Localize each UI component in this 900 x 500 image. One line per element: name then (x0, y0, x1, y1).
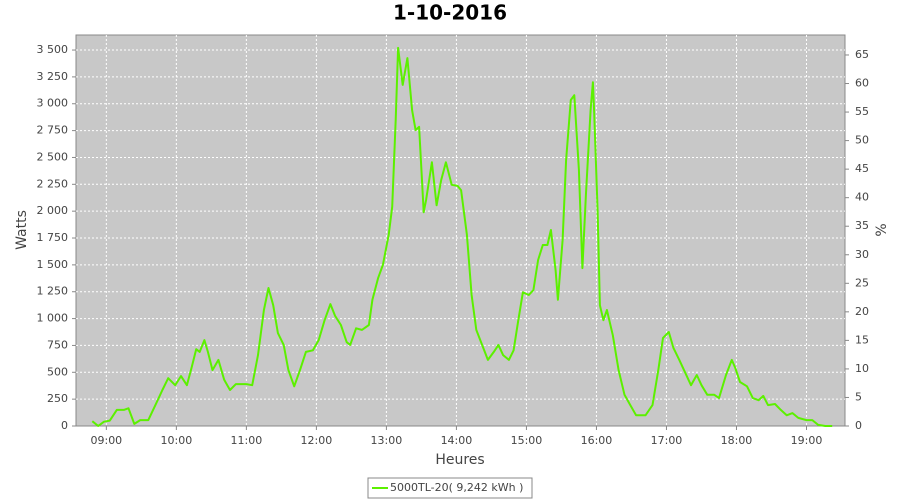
x-tick-label: 18:00 (721, 434, 753, 447)
y2-tick-label: 60 (855, 77, 869, 90)
legend-label: 5000TL-20( 9,242 kWh ) (390, 481, 523, 494)
x-tick-label: 11:00 (231, 434, 263, 447)
y2-tick-label: 50 (855, 134, 869, 147)
y-tick-label: 250 (47, 392, 68, 405)
legend (367, 477, 533, 499)
series-line (91, 46, 833, 427)
y-tick-label: 1 000 (37, 312, 69, 325)
x-tick-label: 12:00 (301, 434, 333, 447)
y-tick-label: 2 250 (37, 177, 69, 190)
chart-title: 1-10-2016 (393, 1, 507, 25)
y-tick-label: 3 500 (37, 43, 69, 56)
x-tick-label: 10:00 (161, 434, 193, 447)
y2-tick-label: 0 (855, 419, 862, 432)
y2-tick-label: 30 (855, 248, 869, 261)
y2-axis-label: % (874, 223, 890, 236)
y-tick-label: 1 250 (37, 285, 69, 298)
y2-tick-label: 25 (855, 276, 869, 289)
x-tick-label: 15:00 (511, 434, 543, 447)
x-tick-label: 14:00 (441, 434, 473, 447)
y-tick-label: 1 750 (37, 231, 69, 244)
x-tick-label: 13:00 (371, 434, 403, 447)
y-tick-label: 3 000 (37, 97, 69, 110)
y-tick-label: 500 (47, 365, 68, 378)
y2-tick-label: 10 (855, 362, 869, 375)
y2-tick-label: 35 (855, 219, 869, 232)
x-tick-label: 09:00 (90, 434, 122, 447)
x-tick-label: 17:00 (651, 434, 683, 447)
y2-tick-label: 20 (855, 305, 869, 318)
y-tick-label: 2 000 (37, 204, 69, 217)
y2-tick-label: 15 (855, 333, 869, 346)
y2-tick-label: 5 (855, 390, 862, 403)
x-tick-label: 16:00 (581, 434, 613, 447)
y-tick-label: 2 500 (37, 150, 69, 163)
y-tick-label: 1 500 (37, 258, 69, 271)
y2-tick-label: 40 (855, 191, 869, 204)
y-tick-label: 750 (47, 338, 68, 351)
y-tick-label: 3 250 (37, 70, 69, 83)
x-tick-label: 19:00 (791, 434, 823, 447)
y2-tick-label: 55 (855, 105, 869, 118)
y2-tick-label: 45 (855, 162, 869, 175)
y2-tick-label: 65 (855, 48, 869, 61)
x-axis-label: Heures (435, 452, 484, 468)
y-axis-label: Watts (14, 210, 30, 250)
y-tick-label: 0 (61, 419, 68, 432)
y-tick-label: 2 750 (37, 124, 69, 137)
plot-area (75, 34, 846, 427)
